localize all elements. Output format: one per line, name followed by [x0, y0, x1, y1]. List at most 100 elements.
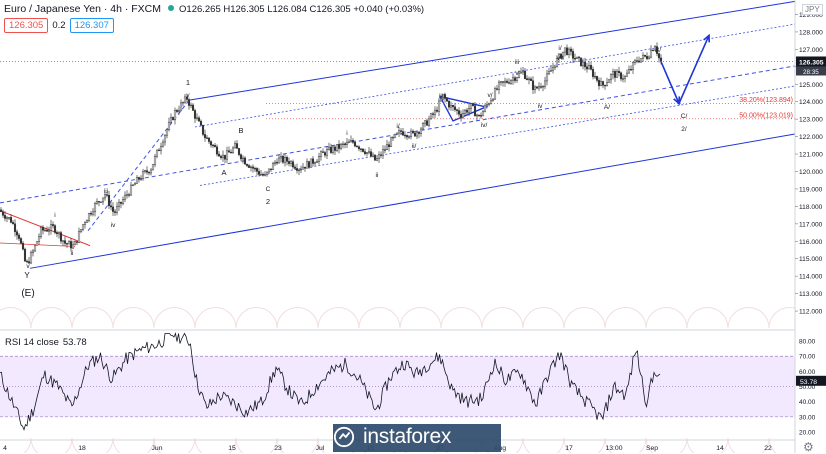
candle-body: [363, 151, 367, 154]
candle-body: [447, 100, 451, 108]
time-tick-label: Jul: [316, 445, 325, 452]
candle-body: [421, 122, 425, 130]
candle-body: [353, 141, 357, 147]
bid-button[interactable]: 126.305: [4, 18, 49, 33]
fib-levels[interactable]: 38.20%(123.894) 50.00%(123.019): [0, 61, 795, 119]
settings-icon[interactable]: ⚙: [803, 440, 814, 454]
candle-body: [613, 71, 617, 78]
candle-body: [499, 81, 503, 83]
candle-body: [507, 82, 511, 84]
candle-body: [195, 117, 199, 119]
candle-body: [319, 151, 323, 157]
candle-body: [547, 71, 551, 75]
wave-label: iii: [104, 188, 108, 195]
wave-label: iv: [111, 222, 116, 229]
currency-button[interactable]: JPY: [802, 4, 823, 15]
price-tick-label: 123.000: [799, 117, 823, 124]
candle-body: [517, 72, 521, 78]
candle-body: [263, 174, 267, 176]
candle-body: [161, 141, 165, 147]
candle-body: [627, 69, 631, 74]
candle-body: [623, 76, 627, 79]
candle-body: [459, 113, 463, 118]
watermark-arc: [153, 437, 196, 453]
wave-label: i/: [558, 45, 561, 52]
median-channel-line: [0, 65, 796, 204]
candle-body: [177, 109, 181, 112]
watermark-arc: [317, 307, 360, 329]
candle-body: [451, 105, 455, 108]
candle-body: [327, 146, 331, 150]
watermark-arc: [71, 437, 114, 453]
watermark-arc: [194, 437, 237, 453]
candle-body: [409, 130, 413, 137]
projection-arrowhead-up: [703, 33, 711, 43]
candle-body: [81, 224, 85, 230]
candle-body: [469, 103, 473, 109]
candle-body: [485, 104, 489, 107]
last-price-tag: [796, 56, 826, 67]
candle-body: [271, 163, 275, 170]
candle-body: [291, 161, 295, 168]
candle-body: [281, 155, 285, 163]
rsi-tick-label: 50.00: [799, 384, 816, 391]
candle-body: [185, 96, 189, 100]
price-tick-label: 118.000: [799, 204, 823, 211]
candle-body: [483, 105, 487, 112]
candle-body: [651, 49, 655, 52]
candle-body: [529, 78, 533, 81]
candle-body: [227, 150, 231, 153]
candle-body: [67, 241, 71, 245]
candle-body: [435, 109, 439, 112]
wave-label: v: [26, 263, 30, 270]
candle-body: [45, 229, 49, 232]
watermark-arcs: [0, 307, 826, 453]
rsi-tick-label: 70.00: [799, 354, 816, 361]
candle-body: [513, 77, 517, 81]
symbol-title[interactable]: Euro / Japanese Yen · 4h · FXCM: [4, 3, 162, 15]
candle-body: [211, 144, 215, 147]
candle-body: [137, 177, 141, 180]
candle-body: [321, 151, 325, 153]
candle-body: [193, 110, 197, 119]
projection-path[interactable]: [660, 33, 711, 106]
inner-lower-line: [199, 85, 796, 186]
candle-body: [247, 165, 251, 168]
candle-body: [63, 240, 67, 244]
candle-body: [19, 238, 23, 244]
candle-body: [153, 155, 157, 165]
candle-body: [443, 94, 447, 99]
time-tick-label: Sep: [646, 445, 658, 452]
candle-body: [397, 130, 401, 134]
ask-button[interactable]: 126.307: [69, 18, 114, 33]
chart-header: Euro / Japanese Yen · 4h · FXCM O126.265 …: [4, 3, 424, 15]
candle-body: [337, 144, 341, 149]
candle-body: [55, 232, 59, 235]
price-tick-label: 113.000: [799, 291, 823, 298]
rsi-band: [0, 355, 795, 418]
candle-body: [13, 223, 17, 232]
watermark-arc: [276, 307, 319, 329]
watermark-arc: [563, 437, 606, 453]
candle-body: [313, 162, 317, 164]
candle-body: [511, 77, 515, 81]
candle-body: [357, 146, 361, 150]
watermark-arc: [563, 307, 606, 329]
wave-label: i: [54, 212, 55, 219]
candle-body: [403, 134, 407, 137]
rsi-value: 53.78: [62, 337, 87, 348]
candle-body: [243, 157, 247, 165]
upper-channel-line: [189, 0, 796, 101]
candle-body: [23, 248, 27, 262]
candle-body: [217, 153, 221, 157]
candle-body: [643, 54, 647, 57]
rsi-tick-label: 30.00: [799, 414, 816, 421]
candle-body: [331, 146, 335, 153]
candle-body: [87, 213, 91, 221]
candle-body: [599, 81, 603, 87]
candle-body: [593, 75, 597, 78]
trend-channels[interactable]: [0, 0, 796, 269]
time-tick-label: 18: [78, 445, 86, 452]
